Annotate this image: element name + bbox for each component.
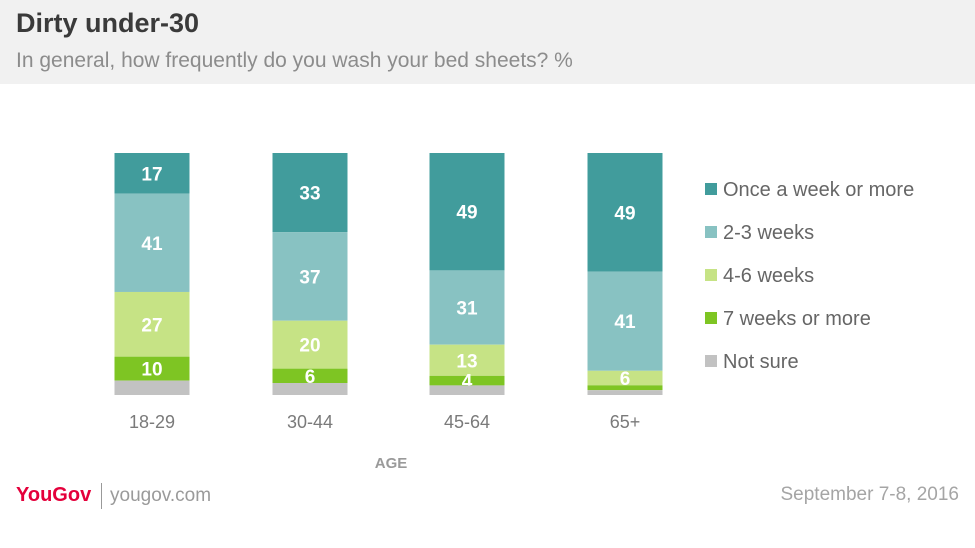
data-label: 10 bbox=[141, 360, 162, 381]
legend-label: 7 weeks or more bbox=[723, 308, 871, 330]
bar-segment bbox=[114, 291, 190, 357]
data-label: 37 bbox=[299, 267, 320, 288]
data-label: 31 bbox=[456, 299, 478, 320]
legend-swatch bbox=[705, 355, 717, 367]
footer-date: September 7-8, 2016 bbox=[780, 484, 959, 505]
data-label: 49 bbox=[456, 203, 477, 224]
data-label: 20 bbox=[299, 336, 320, 357]
x-axis-label: AGE bbox=[375, 455, 408, 472]
data-label: 49 bbox=[614, 203, 635, 224]
data-label: 27 bbox=[141, 315, 162, 336]
legend-swatch bbox=[705, 269, 717, 281]
footer-divider bbox=[101, 483, 102, 509]
bar-segment bbox=[429, 344, 505, 376]
bar-segment bbox=[429, 153, 505, 271]
x-tick-label: 30-44 bbox=[287, 412, 333, 432]
bar-segment bbox=[114, 380, 190, 395]
bar-segment bbox=[587, 370, 663, 386]
legend-label: 2-3 weeks bbox=[723, 222, 814, 244]
data-label: 17 bbox=[141, 164, 162, 185]
bar-segment bbox=[114, 193, 190, 292]
bar-segment bbox=[587, 390, 663, 395]
data-label: 41 bbox=[614, 312, 636, 333]
bar-segment bbox=[114, 153, 190, 194]
bar-segment bbox=[587, 271, 663, 371]
bar-segment bbox=[272, 368, 348, 384]
bar-segment bbox=[587, 153, 663, 272]
legend-swatch bbox=[705, 226, 717, 238]
x-tick-label: 18-29 bbox=[129, 412, 175, 432]
legend-label: 4-6 weeks bbox=[723, 265, 814, 287]
legend-swatch bbox=[705, 183, 717, 195]
bar-segment bbox=[429, 375, 505, 386]
bar-segment bbox=[272, 232, 348, 321]
data-label: 41 bbox=[141, 234, 163, 255]
bar-segment bbox=[429, 385, 505, 395]
legend-label: Not sure bbox=[723, 351, 799, 373]
x-tick-label: 65+ bbox=[610, 412, 641, 432]
yougov-logo: YouGov bbox=[16, 484, 92, 506]
data-label: 6 bbox=[620, 369, 631, 390]
footer-url: yougov.com bbox=[110, 485, 212, 506]
chart-title: Dirty under-30 bbox=[16, 8, 200, 38]
bar-segment bbox=[272, 320, 348, 369]
data-label: 6 bbox=[305, 367, 316, 388]
data-label: 13 bbox=[456, 351, 477, 372]
bar-segment bbox=[272, 153, 348, 233]
stacked-bar-chart: 17 41 27 10 18-29 33 37 20 6 30-44 49 31 134 45-64 49 4… bbox=[114, 153, 914, 472]
data-label: 4 bbox=[462, 372, 473, 393]
bar-segment bbox=[429, 270, 505, 345]
chart-subtitle: In general, how frequently do you wash y… bbox=[16, 49, 573, 72]
bar-segment bbox=[114, 356, 190, 381]
data-label: 33 bbox=[299, 184, 320, 205]
legend-swatch bbox=[705, 312, 717, 324]
bar-segment bbox=[587, 385, 663, 391]
x-tick-label: 45-64 bbox=[444, 412, 490, 432]
chart-header: Dirty under-30 In general, how frequentl… bbox=[0, 0, 975, 84]
legend-label: Once a week or more bbox=[723, 179, 914, 201]
bar-segment bbox=[272, 383, 348, 395]
